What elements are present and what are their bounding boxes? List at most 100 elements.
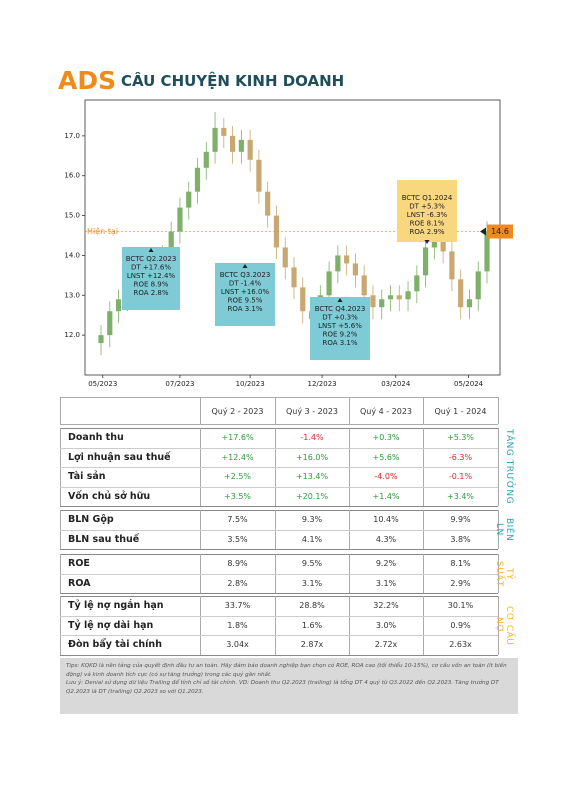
table-rule <box>349 397 350 424</box>
cell-value: 3.8% <box>450 534 471 544</box>
annotation-text: DT +5.3% <box>409 203 445 211</box>
group-label: TĂNG TRƯỞNG <box>504 429 514 505</box>
candle-body <box>466 299 473 308</box>
table-rule <box>60 510 498 511</box>
table-rule <box>60 635 498 636</box>
row-label: Tỷ lệ nợ dài hạn <box>68 619 154 631</box>
candle-body <box>379 299 385 308</box>
candle-body <box>247 139 253 160</box>
table-rule <box>60 596 498 597</box>
candle-body <box>370 295 376 308</box>
cell-value: -1.4% <box>300 433 324 443</box>
cell-value: +16.0% <box>295 452 329 462</box>
annotation-text: BCTC Q1.2024 <box>402 194 453 202</box>
cell-value: 0.9% <box>450 620 471 630</box>
y-tick-label: 13.0 <box>64 291 80 299</box>
cell-value: 32.2% <box>373 601 399 611</box>
table-rule <box>200 397 201 424</box>
annotation-text: LNST -6.3% <box>407 211 448 219</box>
candle-body <box>300 287 306 312</box>
annotation-marker <box>242 264 248 268</box>
cell-value: +2.5% <box>223 472 252 482</box>
column-header: Quý 3 - 2023 <box>285 406 339 416</box>
cell-value: 9.2% <box>375 559 397 569</box>
table-rule <box>60 573 498 575</box>
cell-value: -4.0% <box>374 472 398 482</box>
annotation-text: BCTC Q2.2023 <box>126 255 177 263</box>
annotation-text: ROA 2.8% <box>133 289 168 297</box>
row-label: ROE <box>68 558 90 570</box>
cell-value: 3.1% <box>375 578 397 588</box>
candle-body <box>265 191 271 216</box>
table-rule <box>60 428 498 429</box>
current-label: Hiện tại <box>87 226 118 237</box>
x-tick-label: 05/2024 <box>454 380 484 388</box>
row-label: Vốn chủ sở hữu <box>68 490 151 502</box>
y-tick-label: 14.0 <box>64 251 80 259</box>
candle-body <box>273 215 280 248</box>
annotation-text: ROA 3.1% <box>227 305 262 313</box>
cell-value: 2.72x <box>374 640 398 650</box>
cell-value: +13.4% <box>295 472 329 482</box>
annotation-text: DT +17.6% <box>131 264 171 272</box>
candle-body <box>186 191 192 208</box>
candle-body <box>212 127 218 152</box>
cell-value: +12.4% <box>221 452 254 462</box>
table-rule <box>275 596 276 655</box>
group-label: CƠ CẤU NỢ <box>494 605 514 645</box>
annotation-text: ROA 2.9% <box>409 228 444 236</box>
cell-value: 2.87x <box>300 640 324 650</box>
annotation-box <box>310 297 370 360</box>
annotation-box <box>122 247 180 310</box>
chart: 12.0 13.0 14.0 15.0 16.0 17.0 05/2023 07/2023 10… <box>64 99 513 388</box>
candle-body <box>238 139 244 152</box>
annotation-text: DT -1.4% <box>229 280 262 288</box>
table-rule <box>60 615 498 617</box>
table-rule <box>423 596 424 655</box>
table-rule <box>423 397 424 424</box>
column-header: Quý 1 - 2024 <box>434 406 487 416</box>
x-tick-label: 03/2024 <box>381 380 411 388</box>
footer: Tips: KQKD là nền tảng của quyết định đầ… <box>60 658 518 714</box>
annotation-marker <box>337 298 343 302</box>
row-label: Tỷ lệ nợ ngắn hạn <box>68 600 164 612</box>
table-rule <box>60 593 498 594</box>
cell-value: 2.9% <box>450 578 471 588</box>
annotation-box <box>397 180 457 242</box>
cell-value: 4.3% <box>375 534 397 544</box>
group-label: TỶ SUẤT <box>494 560 514 587</box>
cell-value: 10.4% <box>373 515 399 525</box>
candle-body <box>414 275 420 292</box>
cell-value: 3.04x <box>226 640 249 650</box>
cell-value: 33.7% <box>224 601 251 611</box>
table-rule <box>60 654 498 656</box>
cell-value: 3.1% <box>301 578 323 588</box>
annotation-text: LNST +5.6% <box>318 322 362 330</box>
cell-value: 3.0% <box>375 620 397 630</box>
table-rule <box>60 424 498 425</box>
candle-body <box>256 159 262 192</box>
annotation-marker <box>148 248 154 252</box>
table-rule <box>60 554 498 555</box>
candle-body <box>352 263 359 276</box>
table-rule <box>60 506 498 507</box>
candle-body <box>405 291 411 300</box>
candle-body <box>177 207 183 232</box>
annotation-text: ROE 8.9% <box>134 281 169 289</box>
annotation-text: ROE 9.2% <box>323 331 358 339</box>
page-title: CÂU CHUYỆN KINH DOANH <box>121 72 345 90</box>
annotation-box <box>215 263 275 326</box>
row-label: BLN Gộp <box>68 514 114 526</box>
table-rule <box>60 397 61 424</box>
table-rule <box>498 510 499 549</box>
candle-body <box>168 231 174 256</box>
candle-body <box>221 127 227 136</box>
cell-value: -6.3% <box>448 452 473 462</box>
cell-value: +17.6% <box>221 433 254 443</box>
table-rule <box>60 596 61 655</box>
table-rule <box>498 596 499 655</box>
table-rule <box>349 596 350 655</box>
candle-body <box>335 255 341 272</box>
cell-value: 4.1% <box>301 534 323 544</box>
candle-body <box>98 335 104 344</box>
